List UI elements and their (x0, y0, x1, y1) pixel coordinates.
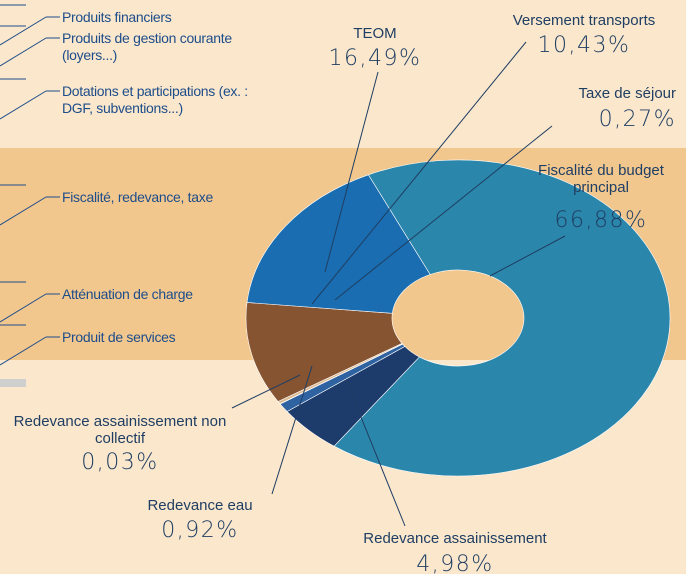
slice-label: Versement transports (512, 12, 656, 29)
slice-label: Redevance eau (147, 497, 253, 514)
annotation-line (0, 90, 47, 120)
value-label: 0,27% (598, 107, 676, 132)
annotation: Dotations et participations (ex. : DGF, … (62, 83, 248, 116)
leader-line (489, 235, 566, 277)
slice-label: Redevance assainissement non collectif (13, 413, 227, 447)
leader-line (334, 125, 553, 301)
leader-line (324, 71, 379, 273)
annotation-line (0, 16, 47, 46)
value-label: 4,98% (416, 552, 494, 574)
leader-lines (0, 4, 566, 527)
annotation: Fiscalité, redevance, taxe (62, 189, 213, 205)
slice-label: Redevance assainissement (363, 530, 547, 547)
value-label: 0,03% (81, 450, 159, 475)
slice (246, 174, 431, 314)
donut (245, 159, 671, 477)
value-label: 0,92% (161, 518, 239, 543)
annotation: Atténuation de charge (62, 286, 193, 302)
annotation: Produit de services (62, 329, 176, 345)
slice-label: Taxe de séjour (578, 85, 676, 102)
value-label: 16,49% (328, 46, 422, 71)
slice-label: Fiscalité du budget principal (538, 162, 664, 196)
annotation: Produits de gestion courante (loyers...) (62, 30, 232, 63)
annotation: Produits financiers (62, 9, 172, 25)
value-label: 66,88% (554, 208, 648, 233)
annotation-line (0, 336, 47, 366)
bar-stub (0, 379, 26, 387)
leader-line (231, 374, 301, 409)
value-label: 10,43% (537, 33, 631, 58)
annotation-line (0, 293, 47, 323)
slice-label: TEOM (353, 25, 397, 42)
leader-line (271, 365, 313, 495)
leader-line (345, 379, 406, 527)
annotation-line (0, 37, 47, 67)
leader-line (311, 41, 527, 305)
slice (245, 302, 403, 402)
slice (333, 159, 671, 477)
annotation-line (0, 196, 47, 226)
